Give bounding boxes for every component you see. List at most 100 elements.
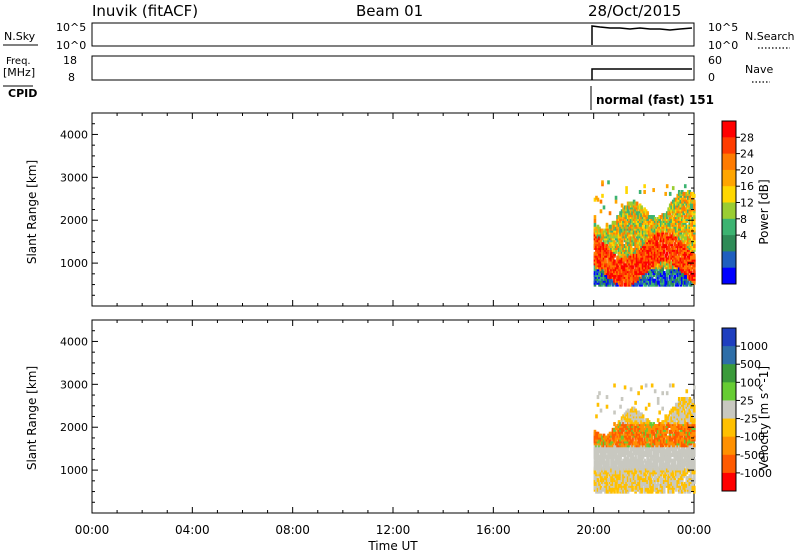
power-cell	[661, 242, 664, 247]
power-cell	[616, 234, 619, 239]
velocity-cell	[598, 458, 601, 463]
power-cell	[686, 195, 690, 200]
colorbar-swatch	[722, 218, 736, 236]
power-cell	[688, 274, 692, 279]
velocity-cell	[679, 470, 683, 475]
colorbar-tick-label: 28	[740, 131, 754, 144]
velocity-cell	[643, 478, 646, 483]
power-cell	[616, 224, 619, 229]
velocity-cell	[670, 437, 674, 442]
power-cell	[649, 247, 652, 252]
velocity-cell	[644, 451, 648, 456]
velocity-cell	[601, 466, 604, 471]
velocity-cell	[682, 412, 686, 417]
velocity-cell	[674, 402, 678, 407]
velocity-cell	[652, 422, 655, 427]
velocity-cell	[599, 408, 603, 413]
power-cell	[674, 197, 678, 202]
velocity-cell	[653, 437, 657, 442]
colorbar-tick-label: -500	[740, 449, 765, 462]
power-cell	[671, 251, 675, 256]
power-cell	[668, 253, 672, 258]
velocity-cell	[631, 487, 634, 492]
power-cell	[602, 261, 606, 266]
power-cell	[668, 269, 672, 274]
velocity-cell	[607, 478, 610, 483]
power-cell	[629, 261, 633, 266]
velocity-cell	[689, 460, 693, 465]
power-cell	[679, 199, 683, 204]
power-cell	[632, 269, 636, 274]
velocity-cell	[629, 425, 633, 430]
power-cell	[614, 199, 618, 204]
velocity-cell	[620, 489, 624, 494]
velocity-cell	[635, 478, 639, 483]
velocity-cell	[653, 445, 657, 450]
velocity-cell	[605, 476, 609, 481]
power-cell	[676, 255, 680, 260]
velocity-cell	[616, 487, 619, 492]
velocity-cell	[643, 458, 646, 463]
power-cell	[644, 247, 648, 252]
velocity-cell	[599, 452, 603, 457]
velocity-cell	[647, 420, 651, 425]
velocity-cell	[646, 476, 649, 481]
power-cell	[676, 193, 680, 198]
power-cell	[602, 205, 606, 210]
velocity-cell	[686, 464, 690, 469]
velocity-cell	[598, 439, 601, 444]
colorbar-swatch	[722, 346, 736, 365]
velocity-cell	[602, 485, 606, 490]
velocity-cell	[619, 431, 622, 436]
power-cell	[629, 236, 633, 241]
power-cell	[593, 271, 597, 276]
power-cell	[668, 211, 672, 216]
velocity-cell	[686, 414, 690, 419]
power-cell	[647, 242, 651, 247]
velocity-cell	[637, 427, 640, 432]
velocity-cell	[674, 425, 678, 430]
velocity-cell	[674, 433, 678, 438]
velocity-cell	[599, 485, 603, 490]
velocity-cell	[673, 458, 677, 463]
velocity-cell	[685, 427, 689, 432]
power-cell	[691, 217, 695, 222]
velocity-cell	[677, 439, 681, 444]
power-cell	[616, 263, 619, 268]
velocity-cell	[614, 425, 618, 430]
power-cell	[673, 222, 677, 227]
velocity-cell	[634, 476, 637, 481]
velocity-cell	[641, 447, 645, 452]
power-cell	[667, 265, 671, 270]
power-cell	[607, 245, 610, 250]
velocity-cell	[640, 479, 643, 484]
power-cell	[604, 257, 607, 262]
power-cell	[691, 191, 695, 196]
colorbar-swatch	[722, 382, 736, 401]
power-cell	[635, 238, 639, 243]
velocity-cell	[671, 489, 675, 494]
power-cell	[692, 269, 696, 274]
velocity-cell	[679, 449, 683, 454]
velocity-cell	[646, 418, 649, 423]
power-cell	[653, 217, 657, 222]
power-cell	[617, 274, 621, 279]
velocity-cell	[610, 451, 613, 456]
power-cell	[613, 220, 616, 225]
power-cell	[611, 220, 615, 225]
velocity-cell	[604, 435, 607, 440]
power-cell	[620, 220, 624, 225]
x-axis-label: Time UT	[367, 539, 418, 553]
velocity-cell	[625, 483, 628, 488]
power-cell	[688, 244, 692, 249]
velocity-cell	[605, 481, 609, 486]
velocity-y-ticks: 4000 3000 2000 1000	[60, 330, 694, 503]
power-cell	[674, 218, 678, 223]
velocity-cell	[682, 451, 686, 456]
velocity-cell	[656, 441, 660, 446]
velocity-cell	[614, 474, 618, 479]
velocity-cell	[683, 449, 687, 454]
power-cell	[692, 215, 696, 220]
cpid-label: CPID	[8, 87, 37, 100]
velocity-cell	[647, 483, 651, 488]
